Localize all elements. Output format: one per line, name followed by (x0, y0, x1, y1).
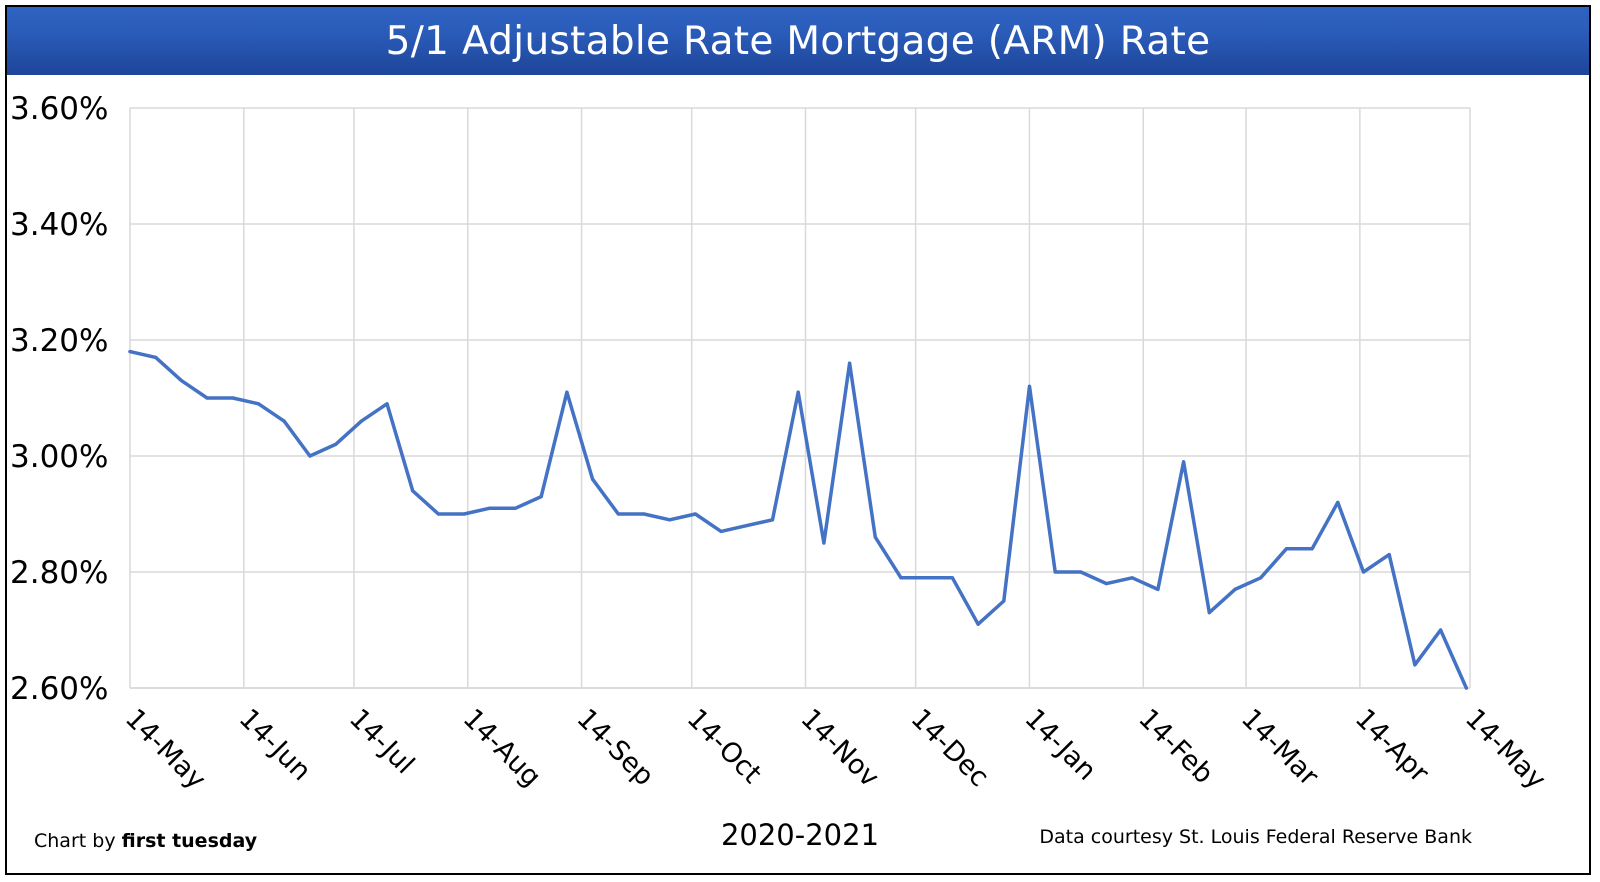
data-point (282, 419, 286, 423)
y-tick-label: 2.60% (10, 671, 108, 707)
y-tick-label: 3.00% (10, 439, 108, 475)
x-tick-label: 14-Jun (233, 703, 317, 787)
x-tick-label: 14-May (119, 703, 212, 796)
data-point (231, 396, 235, 400)
data-point (693, 512, 698, 516)
data-point (591, 477, 595, 481)
gridlines (129, 107, 1471, 689)
data-point (1182, 460, 1186, 464)
chart-frame (5, 5, 1591, 875)
data-point (1259, 576, 1263, 580)
series-line (128, 349, 1469, 690)
data-point (616, 512, 620, 516)
y-tick-label: 3.40% (10, 207, 108, 243)
x-tick-label: 14-Oct (681, 703, 768, 790)
data-point (513, 506, 518, 510)
chart-title: 5/1 Adjustable Rate Mortgage (ARM) Rate (7, 7, 1589, 75)
data-point (1053, 570, 1057, 574)
y-tick-label: 3.60% (10, 91, 108, 127)
data-point (796, 390, 800, 394)
x-axis-tick-labels: 14-May 14-Jun 14-Jul 14-Aug 14-Sep 14-Oct 14-N… (119, 703, 1552, 796)
x-tick-label: 14-Dec (905, 703, 995, 793)
data-source-note: Data courtesy St. Louis Federal Reserve … (1039, 826, 1472, 848)
data-point (1156, 587, 1160, 592)
data-point (642, 512, 646, 516)
credit-prefix: Chart by (34, 830, 122, 852)
data-point (1233, 587, 1237, 592)
y-tick-label: 3.20% (10, 323, 108, 359)
y-axis-tick-labels: 2.60% 2.80% 3.00% 3.20% 3.40% 3.60% (10, 91, 108, 707)
data-point (1387, 553, 1391, 557)
x-tick-label: 14-May (1459, 703, 1552, 796)
data-point (334, 442, 338, 446)
data-point (848, 361, 852, 365)
x-tick-label: 14-Nov (795, 703, 885, 793)
data-point (488, 506, 492, 510)
data-point (1130, 576, 1134, 580)
x-tick-label: 14-Sep (571, 703, 660, 792)
data-point (1104, 582, 1109, 586)
data-point (976, 622, 980, 626)
data-point (1079, 570, 1083, 574)
data-point (462, 512, 466, 516)
series-group (128, 349, 1469, 690)
data-point (668, 518, 672, 522)
x-tick-label: 14-Mar (1235, 703, 1325, 793)
data-point (1439, 628, 1443, 632)
data-point (770, 518, 775, 522)
y-tick-label: 2.80% (10, 555, 108, 591)
data-point (822, 541, 826, 545)
data-point (359, 419, 363, 423)
data-point (873, 535, 877, 539)
data-point (256, 402, 261, 406)
data-point (1284, 547, 1288, 551)
x-tick-label: 14-Apr (1349, 703, 1435, 789)
data-point (128, 350, 132, 354)
credit-brand: first tuesday (121, 830, 258, 852)
data-point (205, 396, 209, 400)
data-point (1027, 384, 1032, 388)
data-point (899, 576, 903, 580)
chart-credit: Chart by first tuesday (34, 830, 257, 852)
data-point (745, 524, 749, 528)
data-point (950, 576, 955, 580)
x-tick-label: 14-Aug (457, 703, 547, 793)
data-point (1310, 547, 1314, 551)
data-point (436, 512, 440, 516)
data-point (385, 402, 389, 406)
data-point (411, 489, 415, 493)
data-point (539, 495, 543, 499)
data-point (1207, 611, 1211, 615)
data-point (719, 529, 723, 534)
data-point (1361, 570, 1366, 574)
x-tick-label: 14-Feb (1132, 703, 1219, 790)
data-point (565, 390, 569, 394)
data-point (1336, 500, 1340, 504)
data-point (179, 379, 183, 383)
data-point (1413, 663, 1417, 667)
data-point (308, 454, 312, 458)
data-point (1002, 599, 1006, 603)
data-point (154, 355, 158, 359)
data-point (925, 576, 929, 580)
data-point (1464, 686, 1468, 690)
x-tick-label: 14-Jul (343, 703, 420, 780)
x-tick-label: 14-Jan (1019, 703, 1103, 787)
